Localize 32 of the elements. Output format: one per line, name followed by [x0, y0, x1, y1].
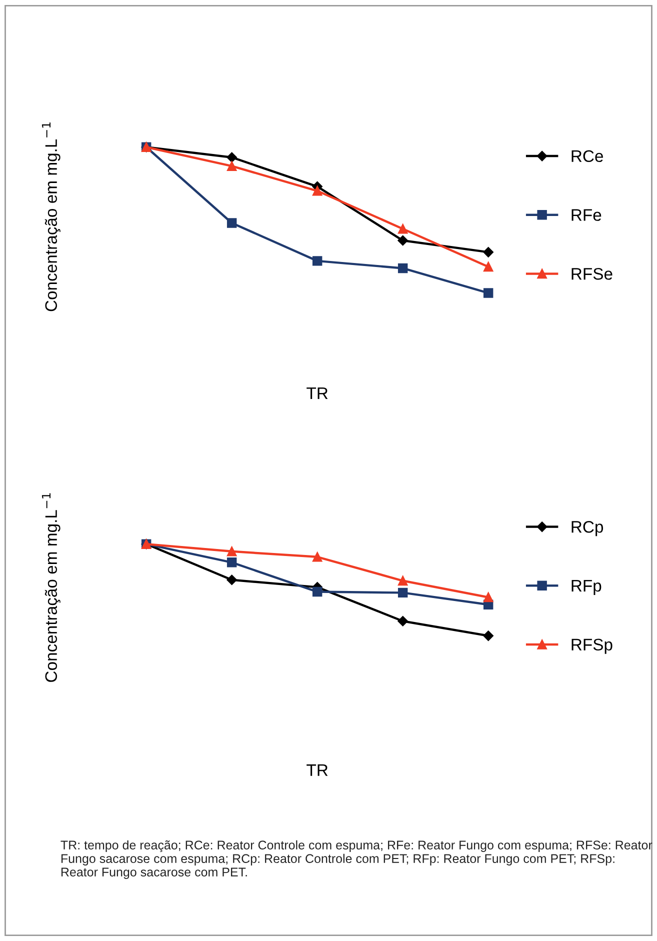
legend-label: RFp [572, 580, 602, 595]
point [398, 576, 408, 586]
point [398, 263, 408, 274]
legend-label: RFe [572, 209, 602, 221]
point [483, 288, 494, 298]
point [312, 586, 322, 597]
point [398, 224, 408, 234]
point [483, 247, 494, 258]
point [226, 218, 237, 228]
legend-label: RFSe [572, 268, 612, 280]
text: TR: tempo de reação; RCe: Reator Controle com espuma; RFe: Reator Fungo com espuma; RFSe: Reator Fungo sacarose com espuma; RCp: Reator Controle com PET; RFp: Reator Fungo com PET; RFSp: Reator Fungo sacarose com PET. [60, 840, 652, 879]
y-axis-title: Concentração em mg.L$^{−1}$ [42, 122, 60, 312]
point [312, 186, 322, 196]
point [312, 552, 322, 562]
y-axis-title: Concentração em mg.L$^{−1}$ [42, 493, 60, 682]
x-axis-title: TR [306, 764, 328, 776]
point [483, 592, 494, 602]
point [226, 546, 237, 556]
point [226, 161, 237, 171]
x-axis-title: TR [306, 388, 328, 399]
point [483, 630, 494, 641]
point [483, 262, 494, 272]
point [312, 256, 322, 266]
legend-label: RCp [572, 520, 604, 536]
point [398, 235, 408, 246]
legend-label: RCe [572, 150, 603, 162]
point [226, 152, 237, 162]
point [226, 574, 237, 585]
legend-label: RFSp [572, 638, 612, 654]
point [398, 616, 408, 626]
point [226, 558, 237, 568]
point [398, 588, 408, 598]
